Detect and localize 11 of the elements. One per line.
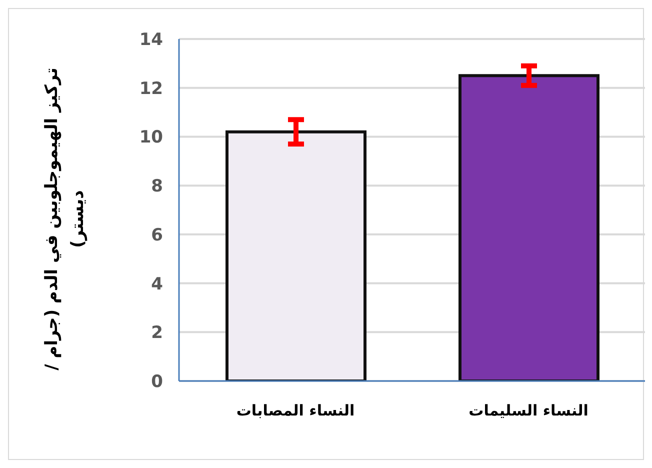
y-tick-label: 8 <box>151 176 163 197</box>
y-tick-label: 4 <box>151 274 164 294</box>
y-tick-label: 14 <box>139 30 164 50</box>
y-axis-title: تركيز الهيموجلوبين في الدم (جرام /ديستر) <box>41 66 89 372</box>
y-tick-label: 10 <box>139 128 164 148</box>
y-tick-label: 12 <box>139 78 163 99</box>
y-tick-label: 6 <box>151 225 163 246</box>
x-tick-label: النساء السليمات <box>468 402 588 420</box>
x-tick-label: النساء المصابات <box>236 402 355 420</box>
y-tick-label: 2 <box>151 323 163 344</box>
y-tick-label: 0 <box>151 372 164 392</box>
